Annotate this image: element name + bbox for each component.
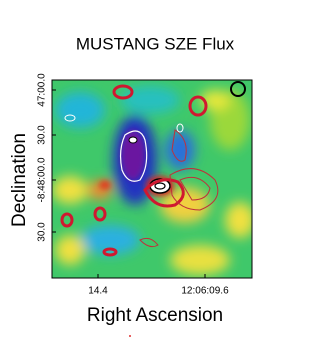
x-tick-label: 14.4 <box>88 286 108 297</box>
y-axis-label: Declination <box>9 133 30 227</box>
plot-frame <box>51 79 253 279</box>
y-tick-label: -8:48:00.0 <box>37 157 48 202</box>
x-tick-label: 12:06:09.6 <box>181 286 229 297</box>
y-tick-label: 47:00.0 <box>37 73 48 107</box>
chart: MUSTANG SZE Flux <box>9 34 253 337</box>
ticks <box>52 89 206 278</box>
y-tick-label: 30.0 <box>37 222 48 242</box>
chart-title: MUSTANG SZE Flux <box>76 34 235 53</box>
y-tick-label: 30.0 <box>37 125 48 145</box>
marker-dot <box>129 335 131 337</box>
flux-map <box>52 80 252 278</box>
x-axis-label: Right Ascension <box>87 305 223 326</box>
